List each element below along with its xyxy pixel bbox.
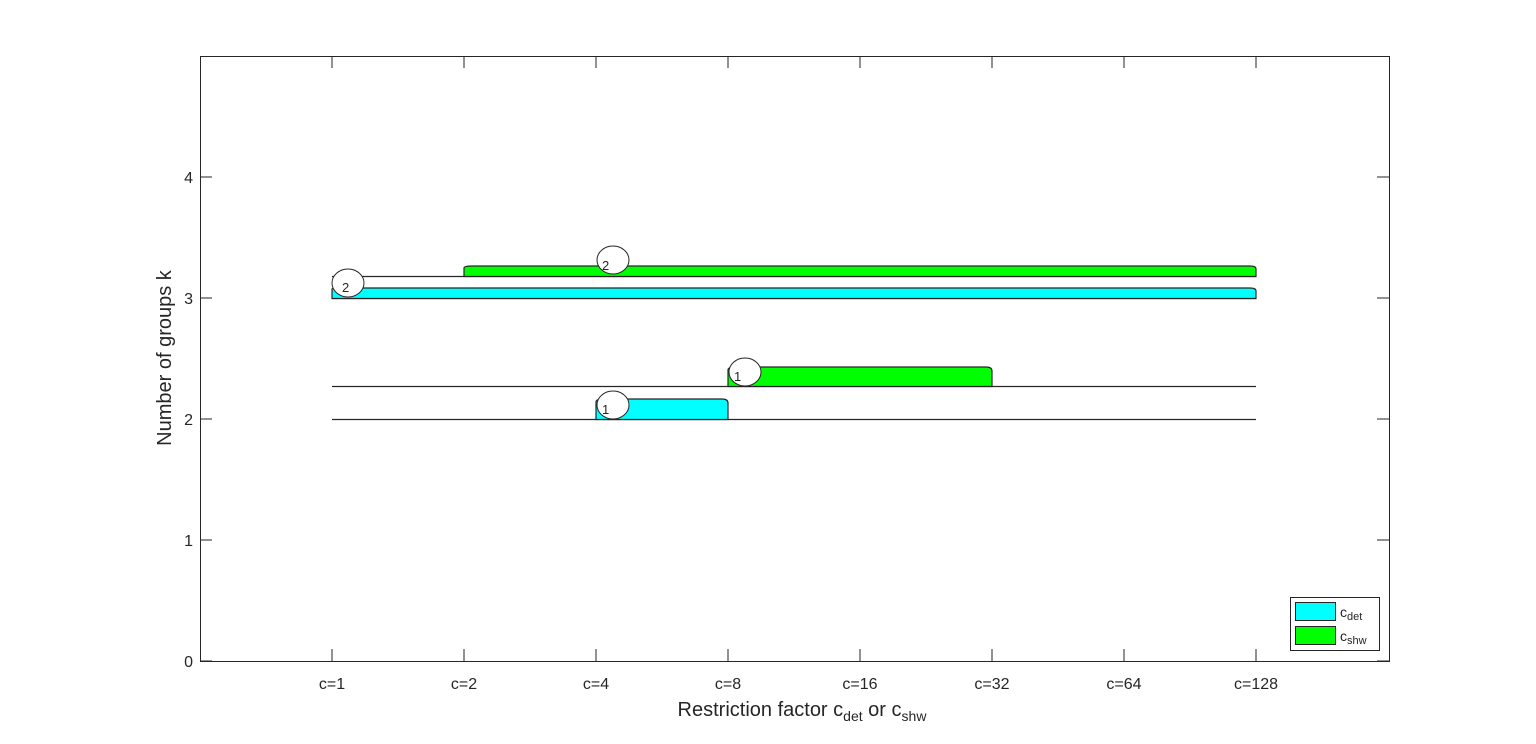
- legend-swatch-det: [1295, 602, 1336, 621]
- svg-text:cdet: cdet: [1340, 604, 1362, 623]
- x-tick-c128: c=128: [1234, 676, 1278, 693]
- legend: cdet cshw: [1290, 597, 1380, 651]
- legend-item-det: cdet: [1295, 602, 1362, 623]
- y-tick-labels: 0 1 2 3 4: [184, 170, 193, 671]
- legend-swatch-shw: [1295, 626, 1336, 645]
- bar-shw-k3: [463, 265, 1257, 278]
- annotation-shw-k3: 2: [596, 245, 630, 275]
- x-tick-c8: c=8: [715, 676, 741, 693]
- svg-text:2: 2: [602, 258, 609, 273]
- y-tick-1: 1: [184, 533, 193, 550]
- x-tick-labels: c=1 c=2 c=4 c=8 c=16 c=32 c=64 c=128: [319, 676, 1278, 693]
- y-axis-label: Number of groups k: [154, 269, 176, 446]
- plot-area: [200, 56, 1390, 662]
- x-tick-c2: c=2: [451, 676, 477, 693]
- legend-item-shw: cshw: [1295, 626, 1367, 647]
- x-tick-c1: c=1: [319, 676, 345, 693]
- x-tick-c64: c=64: [1106, 676, 1141, 693]
- svg-text:1: 1: [602, 402, 609, 417]
- annotation-det-k2: 1: [596, 390, 630, 420]
- annotation-shw-k2: 1: [728, 357, 762, 387]
- annotation-det-k3: 2: [331, 268, 365, 298]
- x-tick-c4: c=4: [583, 676, 609, 693]
- y-tick-3: 3: [184, 291, 193, 308]
- y-tick-2: 2: [184, 412, 193, 429]
- svg-text:1: 1: [734, 369, 741, 384]
- x-ticks: [331, 56, 1257, 661]
- rank-annotations: 2 2 1 1: [331, 245, 762, 420]
- bars: [331, 265, 1257, 421]
- x-tick-c16: c=16: [842, 676, 877, 693]
- y-tick-4: 4: [184, 170, 193, 187]
- y-ticks: [200, 176, 1389, 662]
- y-tick-0: 0: [184, 654, 193, 671]
- svg-text:2: 2: [342, 280, 349, 295]
- svg-text:cshw: cshw: [1340, 628, 1367, 647]
- bar-shw-k2: [727, 366, 993, 388]
- x-axis-label: Restriction factor cdet or cshw: [678, 699, 928, 724]
- bar-det-k3: [331, 287, 1257, 300]
- x-tick-c32: c=32: [974, 676, 1009, 693]
